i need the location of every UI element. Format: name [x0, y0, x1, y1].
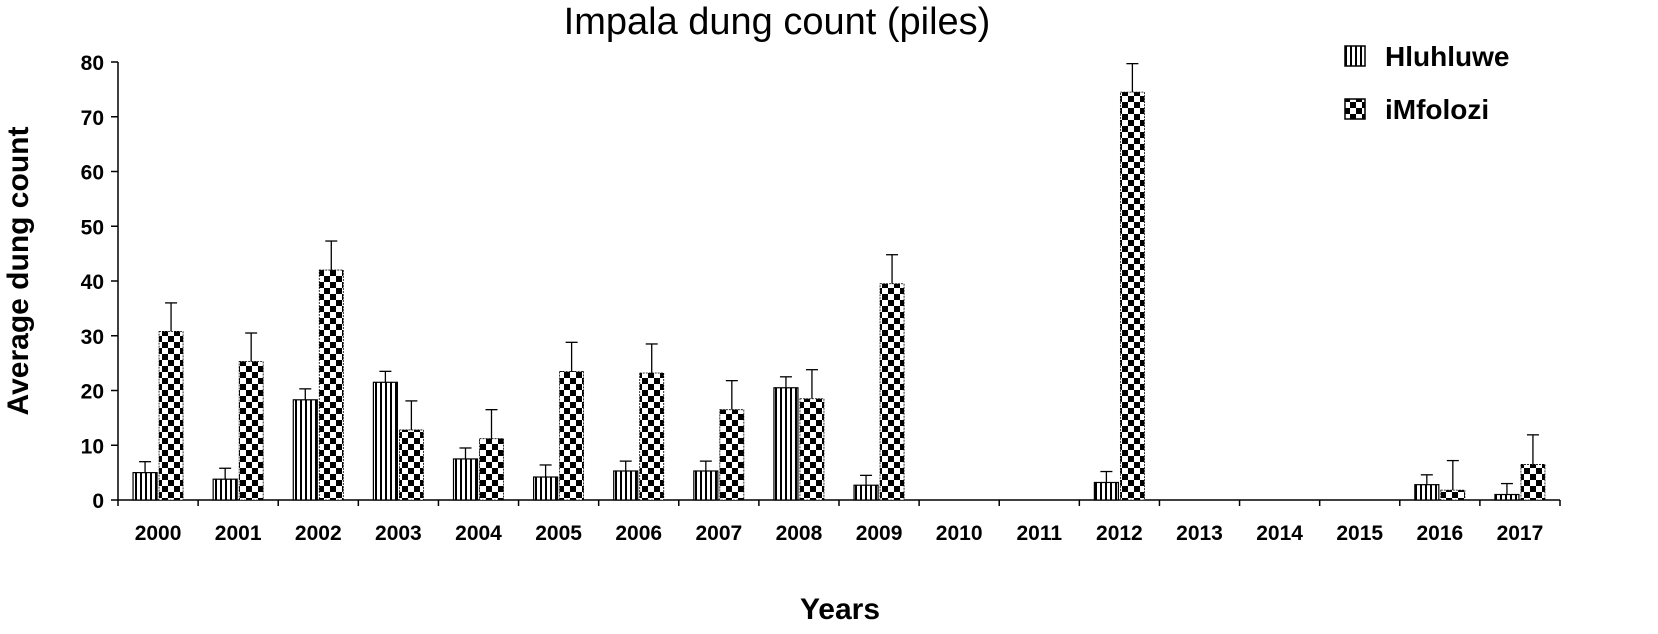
x-tick-label: 2015	[1336, 522, 1383, 545]
x-tick-label: 2006	[615, 522, 662, 545]
bar-hluhluwe	[372, 381, 398, 501]
x-tick-label: 2008	[776, 522, 823, 545]
x-tick-label: 2007	[695, 522, 742, 545]
bar-hluhluwe	[1494, 493, 1520, 501]
y-tick-label: 30	[81, 326, 104, 349]
bar-imfolozi	[479, 438, 504, 501]
x-tick-label: 2000	[135, 522, 182, 545]
x-tick-label: 2016	[1416, 522, 1463, 545]
x-tick-label: 2003	[375, 522, 422, 545]
legend-label: Hluhluwe	[1385, 41, 1509, 72]
bar-hluhluwe	[292, 399, 318, 501]
bar-hluhluwe	[613, 470, 639, 501]
bar-imfolozi	[639, 372, 665, 501]
legend-label: iMfolozi	[1385, 94, 1489, 125]
bar-hluhluwe	[132, 472, 158, 501]
x-tick-label: 2004	[455, 522, 502, 545]
bar-imfolozi	[879, 283, 905, 501]
series-hluhluwe	[132, 370, 1520, 501]
bar-hluhluwe	[773, 387, 799, 501]
x-tick-label: 2017	[1497, 522, 1544, 545]
y-axis-ticks: 0 10 20 30 40 50 60 70 80	[81, 52, 118, 513]
x-tick-label: 2012	[1096, 522, 1143, 545]
y-tick-label: 20	[81, 381, 104, 404]
bar-imfolozi	[719, 409, 745, 501]
x-tick-label: 2005	[535, 522, 582, 545]
legend-swatch-hluhluwe	[1344, 45, 1366, 67]
y-tick-label: 70	[81, 107, 104, 130]
bar-hluhluwe	[533, 476, 559, 501]
bar-imfolozi	[318, 269, 344, 501]
y-tick-label: 50	[81, 216, 104, 239]
y-tick-label: 0	[92, 490, 104, 513]
y-tick-label: 10	[81, 435, 104, 458]
x-tick-label: 2011	[1016, 522, 1062, 545]
bar-imfolozi	[398, 429, 424, 501]
bars-group	[132, 62, 1546, 501]
bar-hluhluwe	[693, 470, 719, 501]
x-tick-label: 2009	[856, 522, 903, 545]
x-tick-label: 2010	[936, 522, 983, 545]
legend: Hluhluwe iMfolozi	[1344, 41, 1509, 125]
x-tick-label: 2001	[215, 522, 262, 545]
bar-imfolozi	[238, 361, 264, 501]
bar-imfolozi	[158, 330, 184, 501]
y-axis-title: Average dung count	[2, 127, 35, 416]
bar-hluhluwe	[1414, 484, 1440, 501]
bar-hluhluwe	[853, 484, 879, 501]
series-imfolozi	[158, 62, 1546, 501]
bar-imfolozi	[559, 370, 585, 501]
y-tick-label: 40	[81, 271, 104, 294]
x-tick-label: 2013	[1176, 522, 1223, 545]
bar-hluhluwe	[1093, 481, 1119, 501]
bar-imfolozi	[799, 398, 825, 501]
x-tick-label: 2002	[295, 522, 342, 545]
x-axis-ticks: 2000 2001 2002 2003 2004 2005 2006 2007 2008 2009…	[117, 500, 1561, 545]
bar-hluhluwe	[212, 478, 238, 501]
x-axis-title: Years	[800, 593, 880, 626]
y-tick-label: 80	[81, 52, 104, 75]
bar-imfolozi	[1119, 91, 1145, 501]
bar-hluhluwe	[452, 458, 479, 501]
chart-title: Impala dung count (piles)	[564, 1, 991, 43]
bar-imfolozi	[1440, 489, 1466, 501]
legend-swatch-imfolozi	[1344, 98, 1366, 120]
x-tick-label: 2014	[1256, 522, 1303, 545]
y-tick-label: 60	[81, 162, 104, 185]
bar-imfolozi	[1520, 464, 1546, 501]
